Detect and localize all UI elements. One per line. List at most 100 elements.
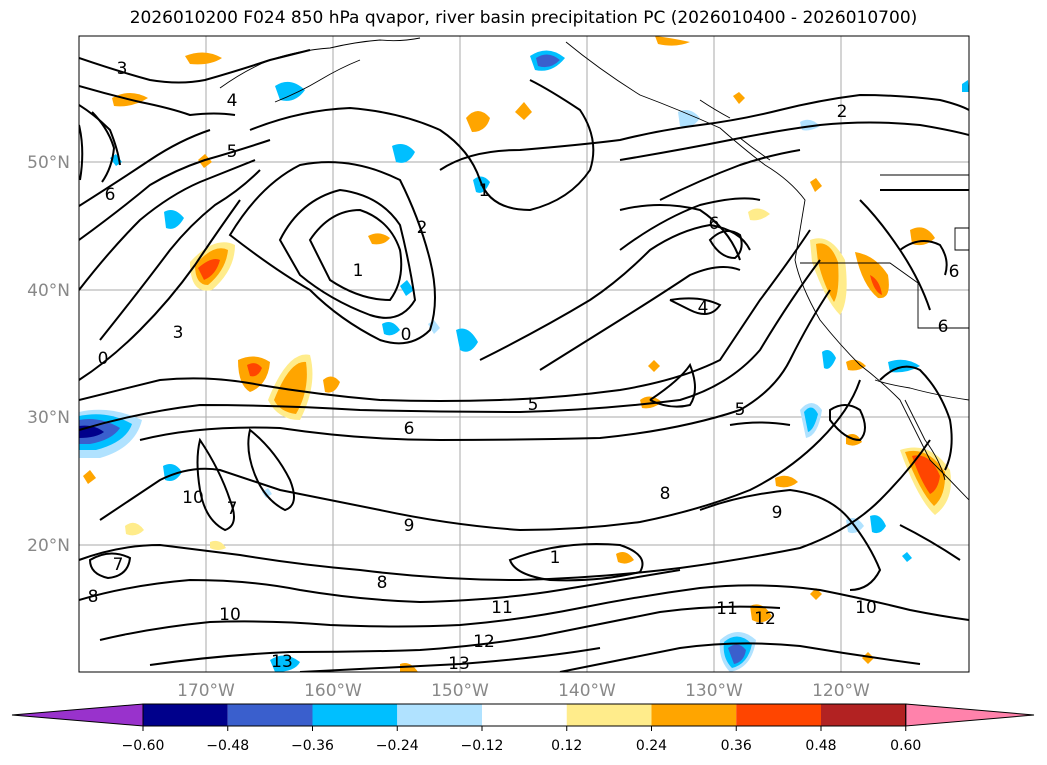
map-frame — [78, 35, 970, 673]
precip-blob — [648, 360, 660, 372]
lat-label: 50°N — [27, 153, 70, 173]
contour-label: 2 — [837, 102, 848, 122]
precip-blob — [392, 144, 415, 163]
precip-blob — [456, 328, 478, 352]
precip-blob — [323, 376, 340, 393]
map-panel — [79, 36, 969, 672]
precip-blob — [810, 588, 822, 600]
contour-label: 5 — [735, 400, 746, 420]
contour-label: 12 — [473, 632, 495, 652]
contour-label: 1 — [353, 261, 364, 281]
precip-blob — [125, 522, 144, 536]
colorbar-bin — [397, 704, 482, 726]
colorbar-frame — [142, 703, 907, 727]
contour-label: 4 — [698, 298, 709, 318]
contour-label: 10 — [219, 605, 241, 625]
contour-label: 6 — [404, 419, 415, 439]
contour-labels: 3 4 5 6 3 2 1 0 2 1 6 4 5 5 6 7 8 9 9 10… — [88, 59, 960, 672]
precip-blob — [862, 652, 874, 664]
contour-label: 8 — [660, 484, 671, 504]
precip-blob — [382, 322, 400, 336]
precip-blob — [275, 81, 305, 101]
precip-blob — [775, 475, 798, 488]
colorbar-bin — [143, 704, 228, 726]
precip-blob — [368, 233, 390, 245]
contour-label: 6 — [105, 185, 116, 205]
precip-blob — [515, 102, 532, 120]
lat-label: 40°N — [27, 281, 70, 301]
precip-blob — [870, 275, 882, 295]
contour-label: 3 — [117, 59, 128, 79]
qvapor-contours — [79, 49, 969, 672]
precip-blob — [400, 280, 414, 296]
precip-blob — [536, 54, 560, 68]
precip-blob — [912, 455, 940, 494]
precip-blob — [616, 552, 634, 564]
colorbar-tick-label: 0.36 — [721, 738, 752, 754]
colorbar-tick-label: −0.12 — [461, 738, 504, 754]
colorbar-bin — [312, 704, 398, 726]
precip-blob — [902, 552, 912, 562]
lon-label: 120°W — [812, 681, 870, 701]
colorbar-bin — [482, 704, 567, 726]
colorbar-tick-label: 0.60 — [890, 738, 921, 754]
colorbar-over-extension — [905, 703, 1035, 727]
precip-blob — [210, 540, 226, 550]
contour-label: 0 — [401, 325, 412, 345]
contour-label: 1 — [550, 548, 561, 568]
contour-label: 1 — [479, 181, 490, 201]
lon-label: 150°W — [431, 681, 489, 701]
precip-blob — [83, 470, 96, 484]
colorbar-bin — [651, 704, 737, 726]
contour-label: 7 — [227, 499, 238, 519]
lon-label: 160°W — [304, 681, 362, 701]
precip-blob — [466, 111, 490, 132]
contour-label: 3 — [173, 323, 184, 343]
gridlines — [79, 36, 969, 672]
contour-label: 13 — [271, 652, 293, 672]
precip-blob — [733, 92, 745, 104]
colorbar-bin — [821, 704, 906, 726]
contour-label: 11 — [491, 598, 513, 618]
precip-blob — [247, 363, 262, 377]
contour-label: 12 — [754, 609, 776, 629]
precip-blob — [270, 655, 300, 672]
precip-blob — [655, 36, 690, 46]
precip-blob — [822, 350, 836, 369]
contour-label: 7 — [113, 555, 124, 575]
precip-shading — [79, 36, 969, 672]
precip-blob — [274, 361, 307, 414]
precip-blob — [678, 110, 700, 127]
precip-blob — [855, 252, 889, 299]
contour-label: 10 — [855, 598, 877, 618]
lon-label: 130°W — [685, 681, 743, 701]
lat-label: 30°N — [27, 408, 70, 428]
colorbar-bin — [227, 704, 313, 726]
longitude-labels: 170°W 160°W 150°W 140°W 130°W 120°W — [177, 681, 870, 701]
chart-title: 2026010200 F024 850 hPa qvapor, river ba… — [129, 8, 918, 28]
colorbar-bin — [566, 704, 652, 726]
contour-label: 6 — [949, 262, 960, 282]
precip-blob — [816, 243, 839, 302]
colorbar-tick-label: −0.24 — [376, 738, 419, 754]
contour-label: 8 — [88, 587, 99, 607]
precip-blob — [748, 208, 770, 221]
lon-label: 140°W — [558, 681, 616, 701]
contour-label: 0 — [98, 349, 109, 369]
precip-blob — [750, 604, 772, 623]
contour-label: 11 — [716, 599, 738, 619]
precip-blob — [185, 52, 222, 65]
colorbar-tick-label: −0.48 — [206, 738, 249, 754]
colorbar-tick-label: 0.48 — [805, 738, 836, 754]
precip-blob — [804, 407, 818, 432]
contour-label: 9 — [404, 516, 415, 536]
precip-blob — [198, 259, 220, 280]
lon-label: 170°W — [177, 681, 235, 701]
colorbar: −0.60 −0.48 −0.36 −0.24 −0.12 0.12 0.24 0.36 0.4… — [11, 703, 1035, 754]
colorbar-tick-label: 0.12 — [551, 738, 582, 754]
precip-blob — [262, 488, 272, 498]
lat-label: 20°N — [27, 536, 70, 556]
precip-blob — [810, 178, 822, 192]
contour-label: 9 — [772, 503, 783, 523]
